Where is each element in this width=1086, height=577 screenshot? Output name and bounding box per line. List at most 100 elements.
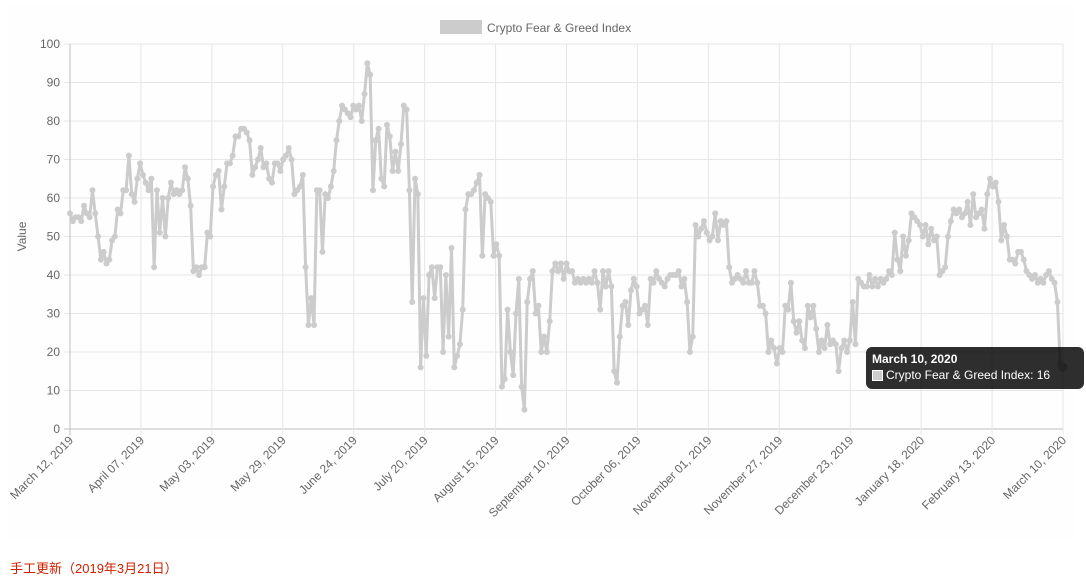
data-point[interactable]: [128, 191, 135, 198]
data-point[interactable]: [527, 275, 534, 282]
data-point[interactable]: [459, 306, 466, 313]
data-point[interactable]: [1040, 279, 1047, 286]
data-point[interactable]: [437, 264, 444, 271]
data-point[interactable]: [787, 279, 794, 286]
data-point[interactable]: [510, 372, 517, 379]
data-point[interactable]: [546, 318, 553, 325]
data-point[interactable]: [835, 368, 842, 375]
data-point[interactable]: [361, 91, 368, 98]
data-point[interactable]: [771, 345, 778, 352]
data-point[interactable]: [257, 144, 264, 151]
data-point[interactable]: [748, 279, 755, 286]
data-point[interactable]: [252, 164, 259, 171]
data-point[interactable]: [364, 60, 371, 67]
data-point[interactable]: [874, 283, 881, 290]
data-point[interactable]: [532, 310, 539, 317]
data-point[interactable]: [151, 264, 158, 271]
data-point[interactable]: [740, 279, 747, 286]
data-point[interactable]: [785, 306, 792, 313]
data-point[interactable]: [319, 248, 326, 255]
data-point[interactable]: [1017, 248, 1024, 255]
data-point[interactable]: [78, 218, 85, 225]
data-point[interactable]: [793, 329, 800, 336]
data-point[interactable]: [145, 187, 152, 194]
data-point[interactable]: [86, 214, 93, 221]
data-point[interactable]: [473, 179, 480, 186]
data-point[interactable]: [779, 349, 786, 355]
data-point[interactable]: [630, 275, 637, 282]
data-point[interactable]: [900, 233, 907, 240]
data-point[interactable]: [490, 252, 497, 259]
data-point[interactable]: [852, 341, 859, 348]
data-point[interactable]: [456, 341, 463, 348]
data-point[interactable]: [409, 298, 416, 305]
data-point[interactable]: [981, 225, 988, 232]
data-point[interactable]: [821, 345, 828, 352]
data-point[interactable]: [268, 179, 275, 186]
data-point[interactable]: [454, 352, 461, 359]
data-point[interactable]: [182, 164, 189, 171]
data-point[interactable]: [375, 125, 382, 132]
data-point[interactable]: [325, 195, 332, 201]
data-point[interactable]: [807, 314, 814, 321]
data-point[interactable]: [801, 345, 808, 352]
data-point[interactable]: [235, 133, 242, 140]
data-point[interactable]: [964, 198, 971, 205]
data-point[interactable]: [142, 179, 149, 186]
data-point[interactable]: [759, 302, 766, 309]
data-point[interactable]: [403, 106, 410, 113]
data-point[interactable]: [139, 171, 146, 178]
data-point[interactable]: [1054, 298, 1061, 305]
data-point[interactable]: [504, 306, 511, 313]
data-point[interactable]: [863, 283, 870, 290]
data-point[interactable]: [543, 349, 550, 355]
data-point[interactable]: [445, 333, 452, 340]
data-point[interactable]: [412, 175, 419, 182]
data-point[interactable]: [984, 191, 991, 198]
data-point[interactable]: [992, 179, 999, 186]
data-point[interactable]: [389, 168, 396, 175]
data-point[interactable]: [709, 233, 716, 240]
data-point[interactable]: [675, 268, 682, 275]
data-point[interactable]: [414, 191, 421, 198]
data-point[interactable]: [933, 233, 940, 240]
data-point[interactable]: [832, 341, 839, 348]
data-point[interactable]: [605, 268, 612, 275]
data-point[interactable]: [765, 349, 772, 355]
data-point[interactable]: [653, 268, 660, 275]
data-point[interactable]: [327, 183, 334, 190]
data-point[interactable]: [518, 383, 525, 390]
data-point[interactable]: [869, 283, 876, 290]
data-point[interactable]: [622, 298, 629, 305]
data-point[interactable]: [355, 102, 362, 109]
data-point[interactable]: [123, 187, 130, 194]
data-point[interactable]: [866, 272, 873, 278]
data-point[interactable]: [470, 187, 477, 194]
data-point[interactable]: [159, 195, 166, 201]
data-point[interactable]: [282, 152, 289, 159]
data-point[interactable]: [944, 233, 951, 240]
data-point[interactable]: [336, 118, 343, 124]
data-point[interactable]: [423, 352, 430, 359]
data-point[interactable]: [117, 210, 124, 217]
data-point[interactable]: [498, 383, 505, 390]
data-point[interactable]: [333, 137, 340, 144]
data-point[interactable]: [849, 298, 856, 305]
data-point[interactable]: [367, 71, 374, 78]
data-point[interactable]: [100, 248, 107, 255]
data-point[interactable]: [311, 322, 318, 329]
legend-label[interactable]: Crypto Fear & Greed Index: [487, 21, 631, 35]
data-point[interactable]: [378, 175, 385, 182]
data-point[interactable]: [967, 221, 974, 228]
data-point[interactable]: [297, 183, 304, 190]
data-point[interactable]: [563, 260, 570, 267]
data-point[interactable]: [998, 237, 1005, 244]
data-point[interactable]: [987, 175, 994, 182]
data-point[interactable]: [428, 264, 435, 271]
data-point[interactable]: [316, 187, 323, 194]
data-point[interactable]: [549, 268, 556, 275]
data-point[interactable]: [330, 168, 337, 175]
data-point[interactable]: [703, 229, 710, 236]
data-point[interactable]: [479, 252, 486, 259]
data-point[interactable]: [824, 322, 831, 329]
